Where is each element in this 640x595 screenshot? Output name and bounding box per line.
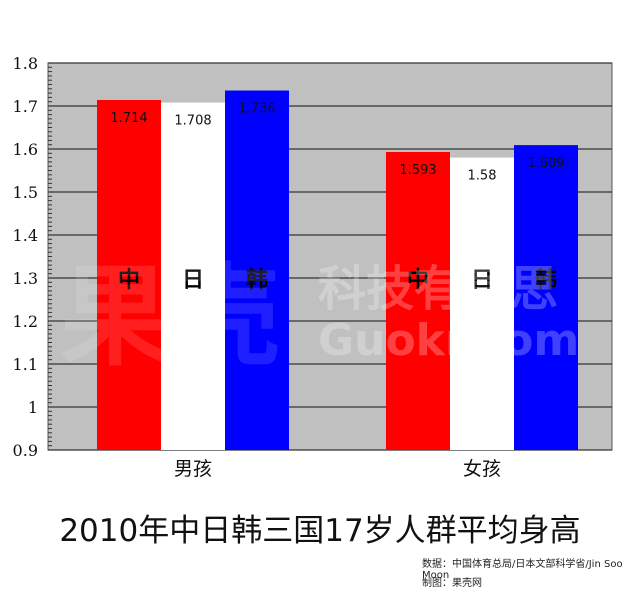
- watermark-slogan: 科技有意思: [318, 261, 558, 317]
- bar-chart: 0.9 1 1.1 1.2 1.3 1.4 1.5 1.6 1.7 1.8 1.714 中 1.708 日…: [13, 54, 613, 480]
- bar-0-2: [225, 90, 289, 451]
- source-note: 数据：中国体育总局/日本文部科学省/Jin Soo Moon: [422, 559, 623, 581]
- chart-title: 2010年中日韩三国17岁人群平均身高: [59, 513, 581, 549]
- y-tick-label: 1.3: [13, 269, 38, 288]
- data-label: 1.58: [468, 169, 497, 184]
- bar-0-1: [161, 102, 225, 450]
- y-tick-label: 1.5: [13, 183, 38, 202]
- data-label: 1.593: [399, 163, 436, 178]
- bar-1-2: [514, 145, 578, 450]
- data-label: 1.609: [527, 156, 564, 171]
- series-label: 中: [407, 268, 429, 293]
- series-label: 日: [182, 268, 204, 293]
- series-label: 中: [118, 268, 140, 293]
- x-category-label: 女孩: [463, 458, 501, 480]
- series-label: 韩: [246, 267, 268, 293]
- y-tick-label: 1.6: [13, 140, 38, 159]
- series-label: 韩: [535, 267, 557, 293]
- y-tick-label: 1.2: [13, 312, 38, 331]
- credit-note: 制图：果壳网: [422, 578, 482, 589]
- x-category-label: 男孩: [174, 458, 212, 480]
- bar-0-0: [97, 99, 161, 450]
- bar-1-1: [450, 157, 514, 450]
- data-label: 1.708: [174, 114, 211, 129]
- y-tick-label: 1.4: [13, 226, 38, 245]
- y-tick-label: 1.7: [13, 97, 38, 116]
- data-label: 1.736: [238, 102, 275, 117]
- y-tick-label: 1.1: [13, 355, 38, 374]
- y-tick-label: 1.8: [13, 54, 38, 73]
- bar-1-0: [386, 152, 450, 450]
- series-label: 日: [471, 268, 493, 293]
- y-tick-label: 1: [28, 398, 38, 417]
- watermark-logo: 果壳: [60, 253, 280, 381]
- watermark-site: Guokr.com: [318, 315, 579, 366]
- data-label: 1.714: [110, 111, 147, 126]
- y-tick-label: 0.9: [13, 441, 38, 460]
